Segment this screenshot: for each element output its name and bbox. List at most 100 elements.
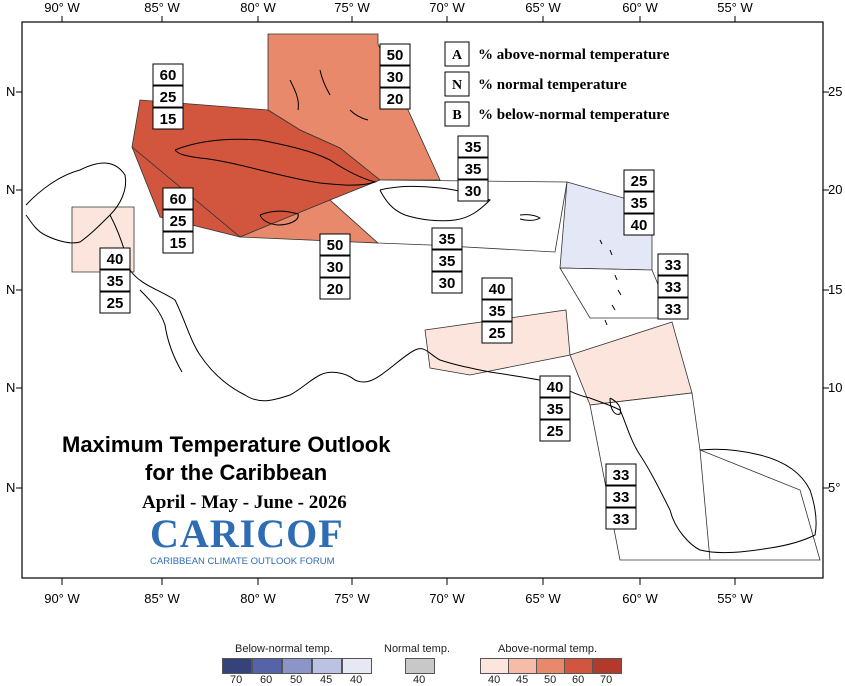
lat-tick-left: N: [6, 480, 15, 495]
normal-label: Normal temp.: [384, 643, 451, 655]
value-text: 25: [489, 325, 506, 342]
value-box-belize: 40 35 25: [99, 247, 131, 314]
map-title-line2: for the Caribbean: [145, 460, 328, 485]
below-swatch: [282, 658, 312, 674]
lon-tick-top: 75° W: [334, 0, 370, 15]
value-text: 25: [160, 89, 177, 106]
lat-tick-right: 20: [828, 182, 842, 197]
caribbean-map: 50 30 20 60 25 15 60 25 15 35 35 30 50 30 20 35 35 30 25 35…: [6, 0, 842, 606]
below-swatch-number: 45: [320, 674, 333, 686]
lat-tick-right: 25: [828, 84, 842, 99]
value-box-leewards: 25 35 40: [623, 169, 655, 236]
lat-tick-left: N: [6, 84, 15, 99]
key-letter-box: [444, 71, 470, 97]
below-normal-label: Below-normal temp.: [235, 643, 333, 655]
lon-tick-top: 55° W: [717, 0, 753, 15]
value-cell: [457, 135, 489, 158]
value-cell: [379, 87, 411, 110]
value-cell: [657, 253, 689, 276]
value-cell: [539, 397, 571, 420]
value-cell: [623, 213, 655, 236]
value-text: 35: [465, 139, 482, 156]
lon-tick-bottom: 55° W: [717, 591, 753, 606]
value-box-windwards: 33 33 33: [657, 253, 689, 320]
lon-tick-bottom: 90° W: [44, 591, 80, 606]
value-text: 50: [327, 237, 344, 254]
value-cell: [319, 255, 351, 278]
key-letter: B: [452, 108, 461, 123]
above-swatch: [592, 658, 622, 674]
above-swatch-number: 45: [516, 674, 529, 686]
value-cell: [152, 107, 184, 130]
above-swatch: [564, 658, 594, 674]
guianas-divider: [699, 449, 711, 561]
value-box-trinidad: 40 35 25: [539, 375, 571, 442]
value-cell: [431, 227, 463, 250]
normal-swatch: [405, 658, 435, 674]
value-text: 40: [489, 281, 506, 298]
map-title-line1: Maximum Temperature Outlook: [62, 432, 391, 457]
value-text: 25: [631, 173, 648, 190]
value-cell: [623, 191, 655, 214]
value-text: 33: [665, 257, 682, 274]
above-swatch-number: 40: [488, 674, 501, 686]
value-box-aruba: 40 35 25: [481, 277, 513, 344]
value-box-haiti-dr: 35 35 30: [457, 135, 489, 202]
lat-tick-right: 15: [828, 282, 842, 297]
value-text: 20: [327, 281, 344, 298]
lat-tick-left: N: [6, 380, 15, 395]
value-text: 33: [665, 301, 682, 318]
value-text: 30: [327, 259, 344, 276]
value-text: 33: [665, 279, 682, 296]
value-text: 15: [170, 235, 187, 252]
value-cell: [152, 85, 184, 108]
lon-tick-bottom: 60° W: [622, 591, 658, 606]
key-letter: A: [452, 48, 463, 63]
value-box-cuba: 60 25 15: [152, 63, 184, 130]
region-hispaniola-shape: [329, 179, 568, 253]
value-cell: [99, 269, 131, 292]
value-text: 35: [439, 231, 456, 248]
value-cell: [319, 233, 351, 256]
lat-tick-left: N: [6, 182, 15, 197]
value-text: 35: [547, 401, 564, 418]
value-text: 33: [613, 467, 630, 484]
value-cell: [657, 275, 689, 298]
lon-tick-bottom: 65° W: [525, 591, 561, 606]
value-text: 30: [387, 69, 404, 86]
value-cell: [379, 65, 411, 88]
above-swatch: [536, 658, 566, 674]
value-text: 60: [170, 191, 187, 208]
below-swatch: [222, 658, 252, 674]
value-cell: [481, 299, 513, 322]
value-cell: [379, 43, 411, 66]
value-text: 25: [107, 295, 124, 312]
normal-swatch-number: 40: [413, 674, 426, 686]
key-legend: A % above-normal temperature N % normal tem…: [444, 41, 670, 127]
key-letter: N: [452, 78, 462, 93]
value-cell: [162, 231, 194, 254]
key-letter-box: [444, 41, 470, 67]
above-swatch: [508, 658, 538, 674]
value-cell: [457, 179, 489, 202]
above-swatch-number: 60: [572, 674, 585, 686]
value-text: 30: [465, 183, 482, 200]
region-guianas-shape: [589, 392, 821, 561]
lon-tick-bottom: 70° W: [429, 591, 465, 606]
value-cell: [605, 485, 637, 508]
value-box-puerto-rico: 35 35 30: [431, 227, 463, 294]
below-swatch-number: 70: [230, 674, 243, 686]
lon-tick-top: 70° W: [429, 0, 465, 15]
value-cell: [605, 507, 637, 530]
below-swatch: [312, 658, 342, 674]
value-text: 35: [489, 303, 506, 320]
value-text: 35: [631, 195, 648, 212]
lon-tick-bottom: 75° W: [334, 591, 370, 606]
value-text: 20: [387, 91, 404, 108]
value-text: 33: [613, 489, 630, 506]
value-cell: [457, 157, 489, 180]
value-cell: [319, 277, 351, 300]
below-swatch: [252, 658, 282, 674]
key-text: % below-normal temperature: [478, 107, 670, 123]
value-cell: [162, 187, 194, 210]
